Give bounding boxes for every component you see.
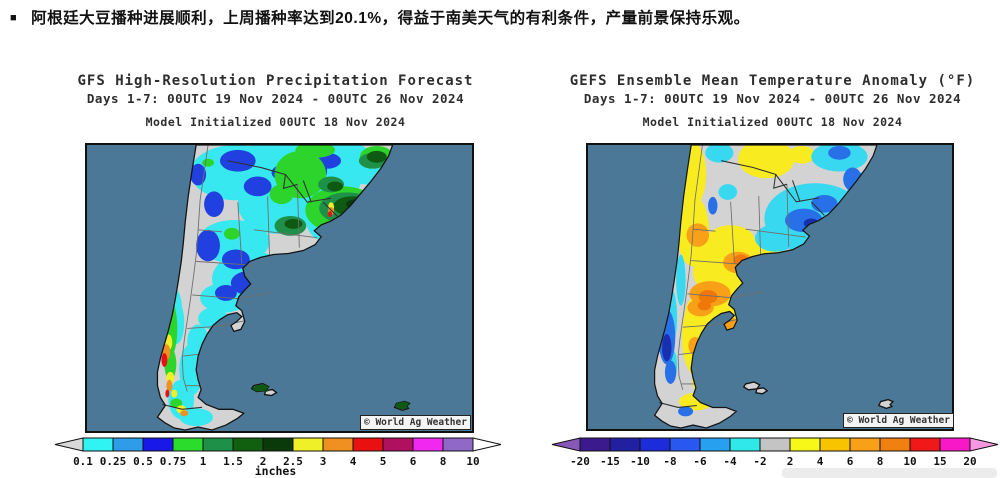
anomaly-init-line: Model Initialized 00UTC 18 Nov 2024 <box>642 115 903 129</box>
svg-text:8: 8 <box>877 455 884 468</box>
svg-text:-10: -10 <box>630 455 650 468</box>
svg-text:0.25: 0.25 <box>100 455 127 468</box>
svg-text:10: 10 <box>466 455 479 468</box>
svg-text:15: 15 <box>933 455 946 468</box>
svg-text:2: 2 <box>260 455 267 468</box>
anomaly-colorbar: -20 -15 -10 -8 -6 -4 -2 2 4 6 8 10 15 20 <box>551 437 999 468</box>
precip-colorbar-unit: inches <box>254 464 297 478</box>
precip-title: GFS High-Resolution Precipitation Foreca… <box>77 73 474 89</box>
svg-text:8: 8 <box>440 455 447 468</box>
headline-text: 阿根廷大豆播种进展顺利，上周播种率达到20.1%，得益于南美天气的有利条件，产量… <box>31 10 750 27</box>
anomaly-figure: GEFS Ensemble Mean Temperature Anomaly (… <box>545 70 1000 478</box>
precip-watermark: © World Ag Weather <box>360 415 471 430</box>
svg-text:4: 4 <box>817 455 824 468</box>
svg-text:0.75: 0.75 <box>160 455 187 468</box>
svg-text:4: 4 <box>350 455 357 468</box>
svg-text:0.5: 0.5 <box>133 455 153 468</box>
svg-text:2: 2 <box>787 455 794 468</box>
svg-text:2.5: 2.5 <box>283 455 303 468</box>
svg-text:-8: -8 <box>663 455 676 468</box>
svg-text:0.1: 0.1 <box>73 455 93 468</box>
svg-text:-6: -6 <box>693 455 707 468</box>
svg-text:1.5: 1.5 <box>223 455 243 468</box>
background-artifact <box>782 468 997 478</box>
svg-text:5: 5 <box>380 455 387 468</box>
bullet-square-icon: ■ <box>10 12 18 24</box>
anomaly-map <box>586 143 954 431</box>
svg-text:-15: -15 <box>600 455 620 468</box>
precip-init-line: Model Initialized 00UTC 18 Nov 2024 <box>145 115 406 129</box>
svg-text:-4: -4 <box>723 455 737 468</box>
anomaly-watermark: © World Ag Weather <box>843 413 954 428</box>
anomaly-title: GEFS Ensemble Mean Temperature Anomaly (… <box>569 73 976 89</box>
svg-text:6: 6 <box>410 455 417 468</box>
svg-text:3: 3 <box>320 455 327 468</box>
svg-text:10: 10 <box>903 455 916 468</box>
svg-text:-2: -2 <box>753 455 766 468</box>
svg-text:-20: -20 <box>570 455 590 468</box>
svg-text:20: 20 <box>963 455 976 468</box>
svg-text:6: 6 <box>847 455 854 468</box>
precip-subtitle: Days 1-7: 00UTC 19 Nov 2024 - 00UTC 26 N… <box>86 91 465 106</box>
precip-figure: GFS High-Resolution Precipitation Foreca… <box>48 70 503 478</box>
anomaly-subtitle: Days 1-7: 00UTC 19 Nov 2024 - 00UTC 26 N… <box>583 91 962 106</box>
headline: ■ 阿根廷大豆播种进展顺利，上周播种率达到20.1%，得益于南美天气的有利条件，产… <box>10 6 990 28</box>
precip-colorbar: 0.1 0.25 0.5 0.75 1 1.5 2 2.5 3 4 5 6 8 10 <box>54 437 502 468</box>
precip-map <box>85 143 474 433</box>
svg-text:1: 1 <box>200 455 207 468</box>
